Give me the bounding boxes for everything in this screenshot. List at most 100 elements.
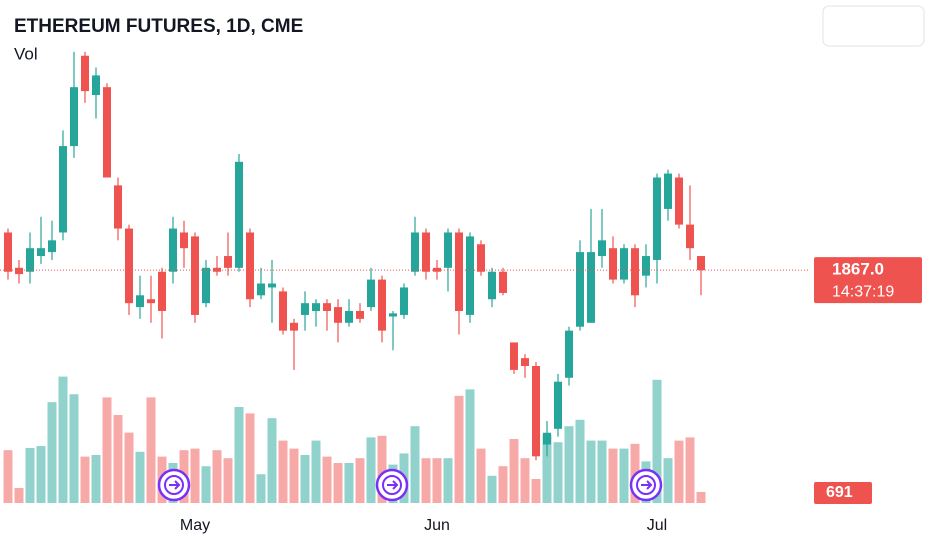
candle-body	[356, 311, 364, 319]
candle-body	[631, 248, 639, 296]
candle-body	[455, 232, 463, 312]
candle-body	[125, 228, 133, 304]
volume-bar	[663, 458, 673, 503]
volume-bar	[421, 458, 431, 503]
volume-bar	[289, 448, 299, 503]
candle-body	[620, 248, 628, 280]
candle-body	[92, 75, 100, 96]
candle-body	[389, 313, 397, 317]
candle-body	[664, 173, 672, 209]
volume-bar	[212, 450, 222, 503]
volume-bar	[652, 379, 662, 503]
volume-bar	[432, 458, 442, 503]
candle-body	[246, 232, 254, 300]
candle-body	[114, 185, 122, 229]
volume-bar	[377, 435, 387, 503]
candle-body	[378, 279, 386, 331]
volume-bar	[487, 475, 497, 503]
candle-layer	[4, 51, 705, 461]
volume-layer	[3, 376, 706, 503]
candle-body	[191, 236, 199, 315]
volume-bar	[256, 474, 266, 503]
volume-bar	[14, 487, 24, 503]
chart-title: ETHEREUM FUTURES, 1D, CME	[14, 16, 303, 37]
candle-body	[268, 283, 276, 288]
candle-body	[532, 365, 540, 457]
volume-bar	[355, 458, 365, 503]
candle-body	[521, 358, 529, 366]
volume-bar	[509, 439, 519, 503]
volume-bar	[465, 389, 475, 503]
candle-body	[543, 432, 551, 445]
candle-body	[312, 303, 320, 312]
candle-body	[301, 303, 309, 315]
candle-body	[70, 87, 78, 147]
volume-bar	[124, 432, 134, 503]
event-marker[interactable]	[629, 468, 663, 502]
candle-body	[59, 146, 67, 233]
candle-body	[48, 240, 56, 253]
volume-bar	[267, 418, 277, 503]
candle-body	[224, 256, 232, 268]
volume-bar	[311, 440, 321, 503]
candle-body	[158, 271, 166, 312]
candle-body	[202, 267, 210, 304]
candle-body	[686, 224, 694, 249]
event-marker[interactable]	[375, 468, 409, 502]
volume-bar	[531, 479, 541, 503]
volume-bar	[146, 397, 156, 503]
candle-body	[367, 279, 375, 308]
volume-bar	[201, 466, 211, 503]
event-marker[interactable]	[157, 468, 191, 502]
volume-bar	[91, 455, 101, 503]
x-tick-label: Jun	[424, 517, 450, 534]
volume-bar	[696, 491, 706, 503]
candle-body	[4, 232, 12, 272]
volume-bar	[586, 440, 596, 503]
candle-body	[653, 177, 661, 260]
volume-bar	[685, 437, 695, 503]
candle-body	[675, 177, 683, 225]
candle-body	[147, 299, 155, 304]
volume-bar	[278, 440, 288, 503]
countdown-label: 14:37:19	[832, 283, 894, 300]
volume-bar	[443, 458, 453, 503]
volume-bar	[234, 407, 244, 503]
volume-bar	[454, 395, 464, 503]
volume-bar	[575, 419, 585, 503]
volume-bar	[3, 450, 13, 503]
candle-body	[411, 232, 419, 272]
candle-body	[400, 287, 408, 315]
candle-body	[345, 311, 353, 323]
candle-body	[697, 256, 705, 271]
candle-body	[180, 232, 188, 249]
volume-bar	[553, 442, 563, 503]
volume-bar	[674, 440, 684, 503]
candle-body	[279, 291, 287, 331]
candle-body	[477, 244, 485, 272]
volume-bar	[608, 448, 618, 503]
volume-bar	[102, 397, 112, 503]
x-tick-label: Jul	[647, 517, 667, 534]
candle-body	[642, 256, 650, 276]
volume-bar	[344, 463, 354, 503]
settings-button[interactable]	[822, 5, 925, 47]
candle-body	[323, 303, 331, 312]
candle-body	[466, 236, 474, 315]
candle-body	[169, 228, 177, 272]
candle-body	[26, 248, 34, 272]
candle-body	[433, 267, 441, 272]
volume-bar	[47, 402, 57, 503]
volume-bar	[333, 463, 343, 503]
candle-body	[598, 240, 606, 257]
candle-body	[81, 55, 89, 92]
volume-bar	[245, 413, 255, 503]
volume-bar	[597, 440, 607, 503]
volume-caption: Vol	[14, 44, 38, 63]
candle-body	[15, 267, 23, 275]
last-volume-label: 691	[826, 484, 853, 501]
volume-bar	[80, 456, 90, 503]
candle-body	[257, 283, 265, 296]
